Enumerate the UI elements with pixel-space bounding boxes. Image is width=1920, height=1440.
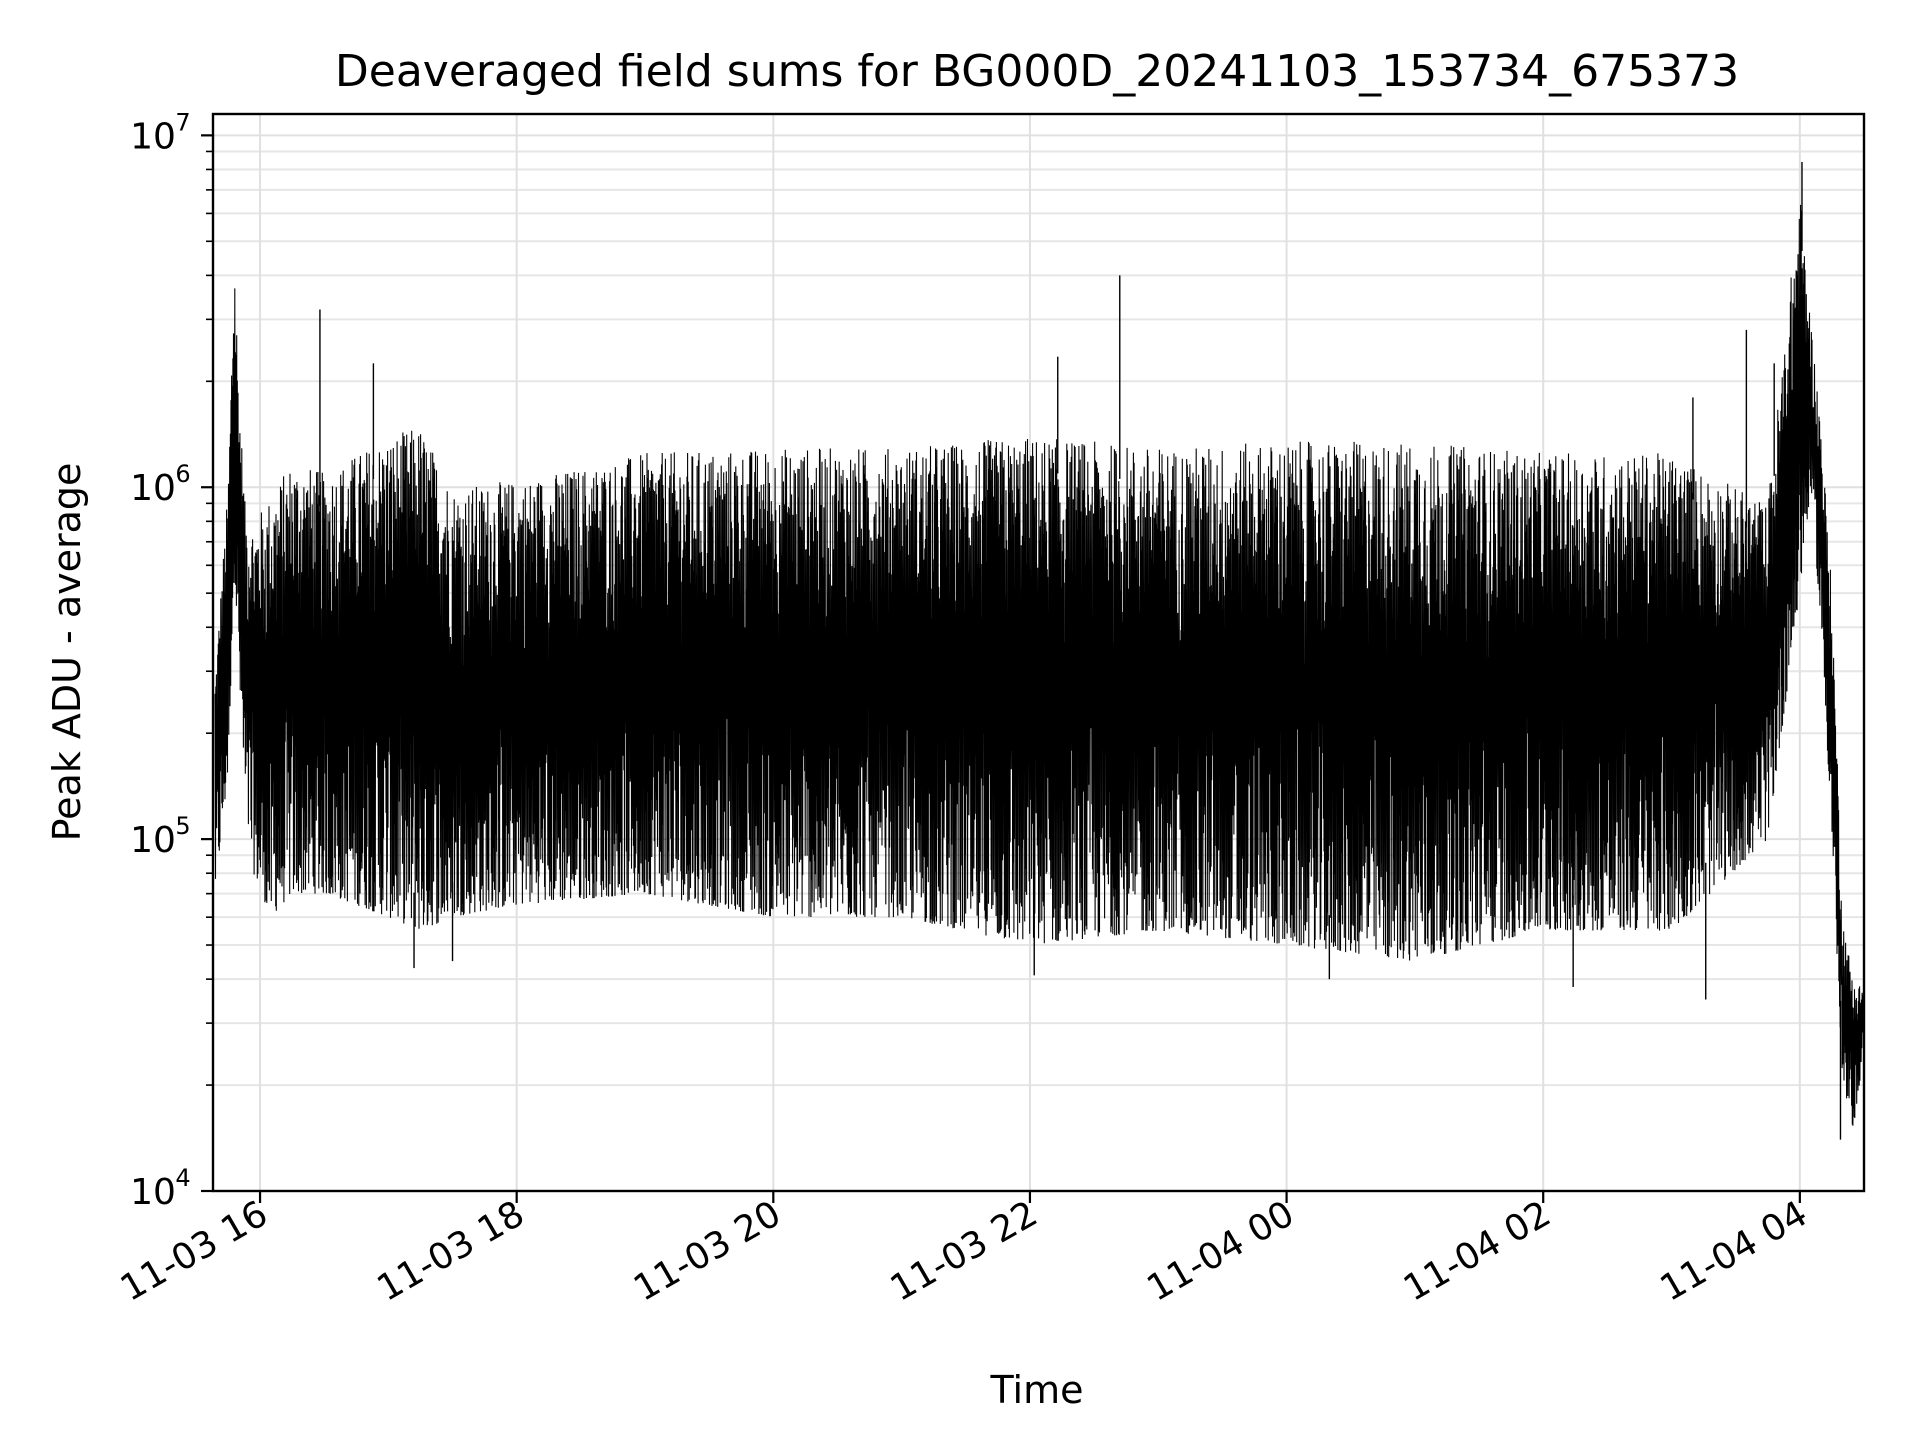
y-tick-label: 10 6: [130, 460, 191, 509]
x-tick-label: 11-04 00: [1140, 1193, 1301, 1309]
x-axis-title: Time: [990, 1368, 1084, 1412]
x-tick-label: 11-03 18: [371, 1193, 532, 1309]
x-tick-label: 11-03 20: [627, 1193, 788, 1309]
x-tick-label: 11-03 22: [884, 1193, 1045, 1309]
x-axis: 11-03 16 11-03 18 11-03 20 11-03 22 11-04 00…: [114, 1191, 1814, 1310]
y-tick-exponent: 4: [175, 1164, 190, 1192]
y-tick-exponent: 6: [175, 460, 190, 488]
x-tick-label: 11-04 04: [1654, 1193, 1815, 1309]
chart-title: Deaveraged field sums for BG000D_2024110…: [335, 46, 1739, 97]
y-tick-label: 10 4: [130, 1164, 191, 1213]
series-line: [214, 204, 1865, 1126]
y-tick-exponent: 7: [175, 108, 190, 136]
y-tick-base: 10: [130, 1172, 176, 1213]
y-tick-label: 10 5: [130, 812, 191, 861]
x-tick-label: 11-04 02: [1397, 1193, 1558, 1309]
y-tick-base: 10: [130, 820, 176, 861]
plot-frame: [211, 112, 1866, 1193]
y-tick-label: 10 7: [130, 108, 191, 157]
y-tick-base: 10: [130, 116, 176, 157]
plot-area: [214, 162, 1865, 1140]
y-tick-base: 10: [130, 468, 176, 509]
y-tick-exponent: 5: [175, 812, 190, 840]
y-axis-title: Peak ADU - average: [45, 463, 89, 842]
